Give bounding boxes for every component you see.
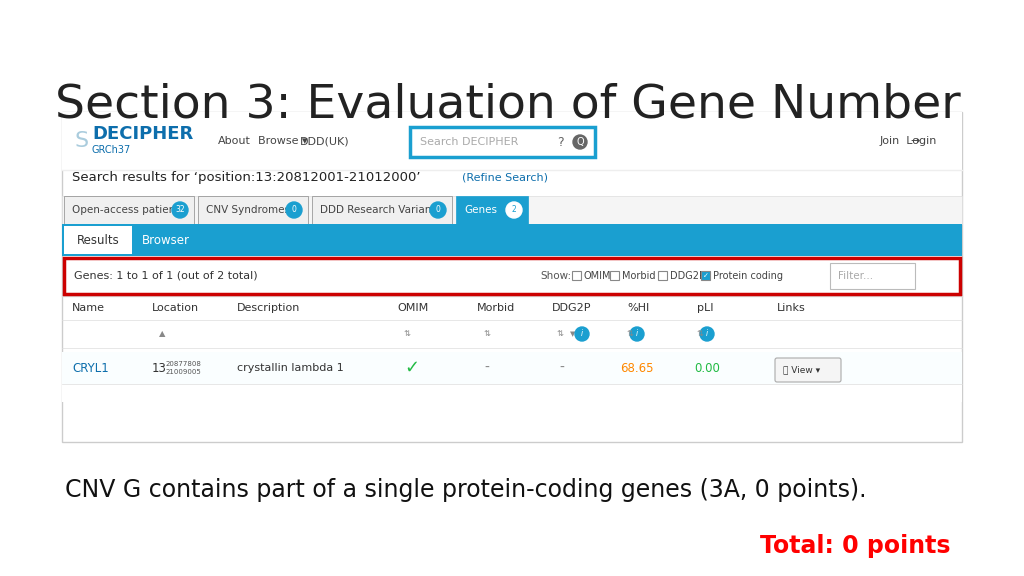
Text: Morbid: Morbid [622,271,655,281]
Text: ⇅: ⇅ [557,329,564,339]
Bar [62,112,962,442]
Bar [63,196,194,224]
Text: ✓: ✓ [702,273,709,279]
Text: →: → [910,136,920,146]
Bar [701,271,710,280]
Circle shape [172,202,188,218]
Text: Description: Description [237,303,300,313]
Text: %HI: %HI [627,303,649,313]
Circle shape [430,202,446,218]
Text: ▼: ▼ [570,331,575,337]
Text: Section 3: Evaluation of Gene Number: Section 3: Evaluation of Gene Number [55,82,961,127]
Bar [63,258,961,294]
Text: -: - [559,361,564,375]
FancyBboxPatch shape [775,358,841,382]
Text: ⇅: ⇅ [697,329,705,339]
Text: Protein coding: Protein coding [713,271,783,281]
Text: 20877808: 20877808 [166,361,202,367]
Text: S: S [75,131,89,151]
Text: DDG2P: DDG2P [670,271,705,281]
Text: ⇅: ⇅ [627,329,634,339]
Text: GRCh37: GRCh37 [92,145,131,155]
Text: Browse ▾: Browse ▾ [258,136,307,146]
Text: 0: 0 [292,206,296,214]
Circle shape [630,327,644,341]
Text: Filter...: Filter... [838,271,873,281]
Text: OMIM: OMIM [584,271,611,281]
Text: DDG2P: DDG2P [552,303,592,313]
Bar [830,263,915,289]
Text: 21009005: 21009005 [166,369,202,375]
Bar [62,384,962,402]
Text: Location: Location [152,303,199,313]
Text: 2: 2 [512,206,516,214]
Text: Join  Login: Join Login [880,136,937,146]
Text: Open-access patients: Open-access patients [72,205,185,215]
Circle shape [700,327,714,341]
Text: i: i [581,329,583,339]
Bar [410,127,595,157]
Text: About: About [218,136,251,146]
Text: Total: 0 points: Total: 0 points [760,534,950,558]
Text: Morbid: Morbid [477,303,515,313]
Text: i: i [636,329,638,339]
Text: ?: ? [557,135,563,149]
Bar [456,196,528,224]
Text: 13: 13 [152,362,167,374]
Text: Show:: Show: [540,271,571,281]
Text: (Refine Search): (Refine Search) [462,173,548,183]
Bar [62,224,962,256]
Circle shape [286,202,302,218]
Text: CNV Syndromes: CNV Syndromes [206,205,290,215]
Bar [62,352,962,384]
Text: 0: 0 [435,206,440,214]
Text: DDD Research Variants: DDD Research Variants [319,205,441,215]
Circle shape [506,202,522,218]
Text: OMIM: OMIM [397,303,428,313]
Bar [62,196,962,224]
Text: ⇅: ⇅ [403,329,411,339]
Text: Results: Results [77,233,120,247]
Bar [62,112,962,170]
Text: Browser: Browser [142,233,190,247]
Text: -: - [484,361,489,375]
Text: Links: Links [777,303,806,313]
Bar [63,226,132,254]
Circle shape [575,327,589,341]
Text: Q: Q [577,137,584,147]
Text: ⧉ View ▾: ⧉ View ▾ [783,366,820,374]
Text: DECIPHER: DECIPHER [92,125,194,143]
Text: 32: 32 [175,206,184,214]
Text: Search results for ‘position:13:20812001-21012000’: Search results for ‘position:13:20812001… [72,172,421,184]
Bar [198,196,308,224]
Text: ▲: ▲ [159,329,165,339]
Text: Genes: 1 to 1 of 1 (out of 2 total): Genes: 1 to 1 of 1 (out of 2 total) [74,271,258,281]
Text: 68.65: 68.65 [621,362,653,374]
Circle shape [573,135,587,149]
Text: pLI: pLI [697,303,714,313]
Bar [572,271,581,280]
Text: Name: Name [72,303,105,313]
Text: ⇅: ⇅ [483,329,490,339]
Bar [658,271,667,280]
Text: ✓: ✓ [404,359,420,377]
Text: DDD(UK): DDD(UK) [300,136,349,146]
Bar [312,196,452,224]
Text: i: i [706,329,708,339]
Text: CNV G contains part of a single protein-coding genes (3A, 0 points).: CNV G contains part of a single protein-… [65,478,866,502]
Bar [610,271,618,280]
Text: 0.00: 0.00 [694,362,720,374]
Text: CRYL1: CRYL1 [72,362,109,374]
Text: crystallin lambda 1: crystallin lambda 1 [237,363,344,373]
Text: Genes: Genes [464,205,497,215]
Text: Search DECIPHER: Search DECIPHER [420,137,518,147]
